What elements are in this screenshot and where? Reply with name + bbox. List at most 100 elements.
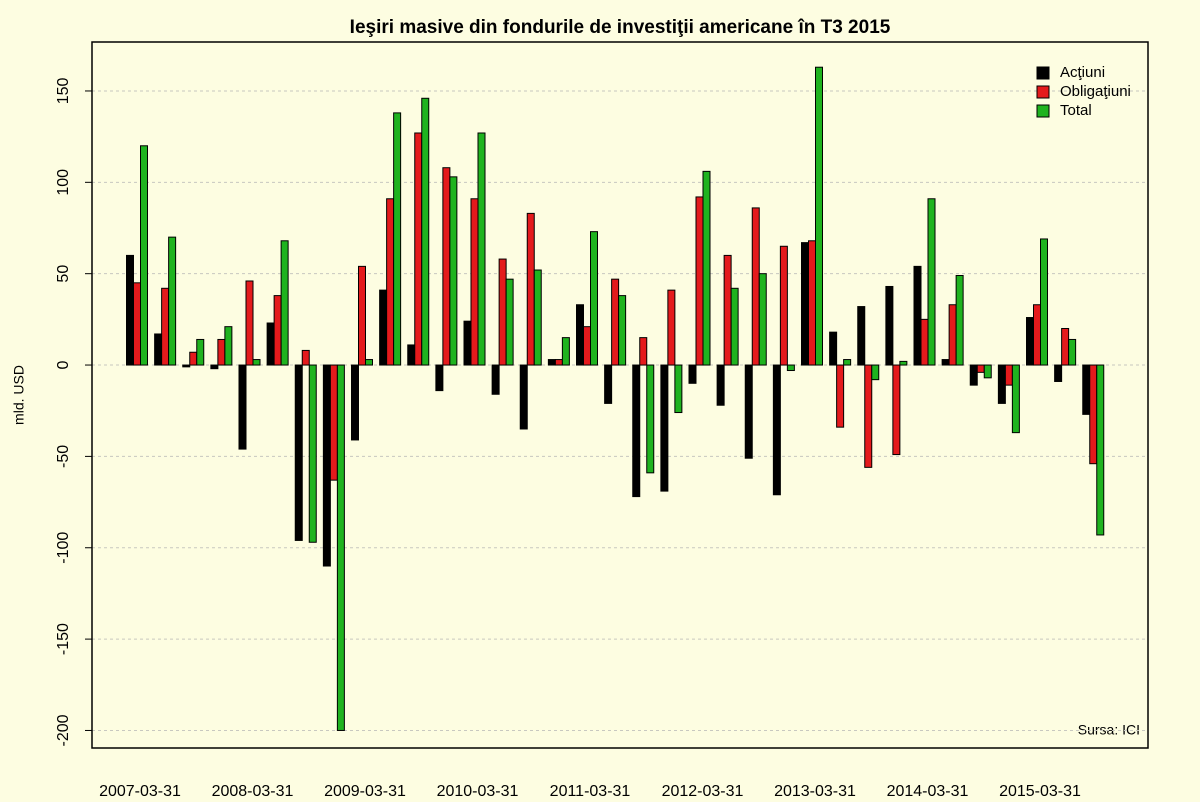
legend-swatch — [1036, 104, 1050, 118]
bar — [730, 287, 739, 366]
y-tick-label: 100 — [55, 169, 72, 196]
bar — [885, 285, 894, 366]
bar — [533, 269, 542, 366]
bar — [857, 306, 866, 366]
bar — [351, 364, 359, 441]
bar — [561, 337, 570, 366]
bar — [576, 304, 584, 366]
bar — [695, 196, 704, 366]
bar — [435, 364, 444, 392]
bar — [245, 280, 254, 366]
bar — [301, 349, 310, 366]
bar — [948, 304, 957, 366]
bar — [294, 364, 303, 541]
bar — [1026, 317, 1034, 366]
bar — [1089, 364, 1098, 465]
bar — [969, 364, 978, 386]
bar — [786, 364, 795, 372]
legend-swatch — [1036, 66, 1050, 80]
bar — [667, 289, 676, 366]
bar — [386, 198, 395, 366]
bar — [779, 245, 788, 366]
bar — [168, 236, 177, 366]
bar — [133, 282, 141, 366]
bar — [280, 240, 289, 366]
bar — [519, 364, 528, 430]
bar — [491, 364, 500, 395]
x-tick-label: 2007-03-31 — [99, 783, 181, 800]
bar — [442, 167, 451, 366]
bar — [815, 66, 823, 366]
bar — [1096, 364, 1105, 536]
bar — [414, 132, 423, 366]
bar — [554, 359, 563, 366]
bar — [217, 338, 226, 366]
bar — [899, 360, 908, 366]
bar — [829, 331, 838, 366]
y-tick-label: 50 — [55, 265, 72, 283]
bar — [308, 364, 317, 543]
y-axis-label: mld. USD — [11, 365, 27, 425]
bar — [505, 278, 514, 366]
bar — [393, 112, 402, 366]
x-tick-label: 2010-03-31 — [437, 783, 519, 800]
bar — [547, 359, 556, 366]
bar — [154, 333, 163, 366]
bar — [604, 364, 613, 404]
y-tick-label: 150 — [55, 78, 72, 105]
bar — [772, 364, 781, 496]
bar — [758, 273, 767, 366]
bar — [470, 198, 479, 366]
bar — [723, 254, 732, 366]
y-tick-label: -100 — [55, 532, 72, 564]
bar — [336, 364, 345, 731]
bar — [1054, 364, 1063, 382]
bar — [238, 364, 247, 450]
bar — [920, 318, 929, 366]
bar — [871, 364, 880, 381]
bar — [365, 359, 373, 366]
bar — [477, 132, 486, 366]
y-tick-label: -50 — [55, 445, 72, 468]
x-tick-label: 2012-03-31 — [662, 783, 744, 800]
bar — [1004, 364, 1013, 386]
bar — [1082, 364, 1091, 415]
bar — [252, 359, 261, 366]
bar — [1061, 327, 1070, 366]
bar — [161, 287, 170, 366]
bar — [688, 364, 697, 384]
bar — [976, 364, 985, 373]
bar — [266, 322, 275, 366]
bar — [358, 265, 366, 366]
bar — [927, 198, 936, 366]
bar — [646, 364, 655, 474]
legend-label: Obligaţiuni — [1060, 83, 1131, 100]
bar — [660, 364, 669, 492]
bar — [189, 351, 198, 366]
bar — [702, 170, 711, 366]
bar — [997, 364, 1006, 404]
bar — [632, 364, 641, 498]
bar — [801, 242, 809, 366]
legend-swatch — [1036, 85, 1050, 99]
bar — [892, 364, 901, 456]
bar — [224, 326, 233, 366]
bar — [843, 359, 852, 366]
bar — [196, 338, 205, 366]
bar — [751, 207, 760, 366]
bar — [864, 364, 873, 468]
bar — [583, 326, 591, 366]
bar — [449, 176, 458, 366]
bar — [836, 364, 845, 428]
bar — [674, 364, 683, 414]
x-tick-label: 2015-03-31 — [999, 783, 1081, 800]
bar — [590, 231, 598, 366]
x-tick-label: 2013-03-31 — [774, 783, 856, 800]
y-tick-label: -200 — [55, 714, 72, 746]
bar — [618, 295, 627, 366]
bar — [983, 364, 992, 379]
bar — [379, 289, 388, 366]
bar — [140, 145, 148, 366]
